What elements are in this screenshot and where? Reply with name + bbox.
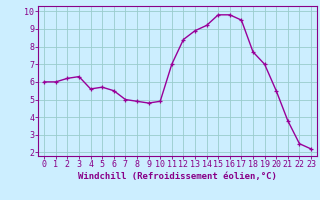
- X-axis label: Windchill (Refroidissement éolien,°C): Windchill (Refroidissement éolien,°C): [78, 172, 277, 181]
